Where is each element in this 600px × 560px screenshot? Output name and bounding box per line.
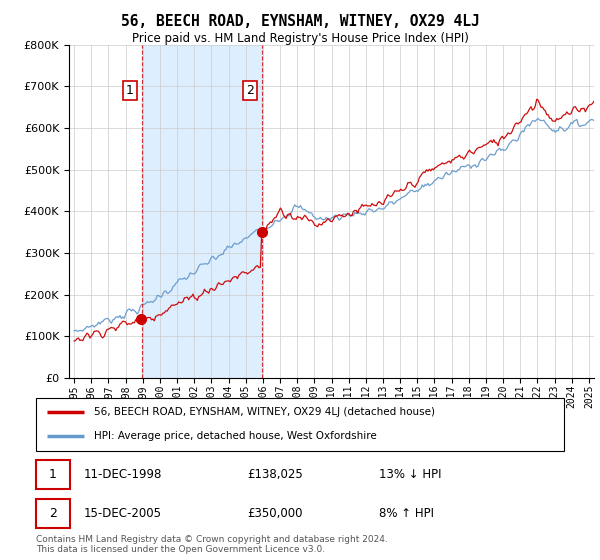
- Text: Price paid vs. HM Land Registry's House Price Index (HPI): Price paid vs. HM Land Registry's House …: [131, 32, 469, 45]
- Text: 2: 2: [49, 507, 57, 520]
- Text: 1: 1: [49, 468, 57, 481]
- Text: HPI: Average price, detached house, West Oxfordshire: HPI: Average price, detached house, West…: [94, 431, 377, 441]
- Bar: [36, 460, 70, 489]
- Bar: [36, 500, 70, 529]
- Text: £138,025: £138,025: [247, 468, 303, 481]
- Text: 2: 2: [246, 84, 254, 97]
- Text: Contains HM Land Registry data © Crown copyright and database right 2024.
This d: Contains HM Land Registry data © Crown c…: [36, 535, 388, 554]
- Text: 13% ↓ HPI: 13% ↓ HPI: [379, 468, 442, 481]
- Text: 15-DEC-2005: 15-DEC-2005: [83, 507, 161, 520]
- Text: 56, BEECH ROAD, EYNSHAM, WITNEY, OX29 4LJ (detached house): 56, BEECH ROAD, EYNSHAM, WITNEY, OX29 4L…: [94, 407, 435, 417]
- Bar: [142, 45, 262, 378]
- Text: 11-DEC-1998: 11-DEC-1998: [83, 468, 162, 481]
- Text: 8% ↑ HPI: 8% ↑ HPI: [379, 507, 434, 520]
- Text: 56, BEECH ROAD, EYNSHAM, WITNEY, OX29 4LJ: 56, BEECH ROAD, EYNSHAM, WITNEY, OX29 4L…: [121, 14, 479, 29]
- Text: 1: 1: [126, 84, 134, 97]
- Text: £350,000: £350,000: [247, 507, 303, 520]
